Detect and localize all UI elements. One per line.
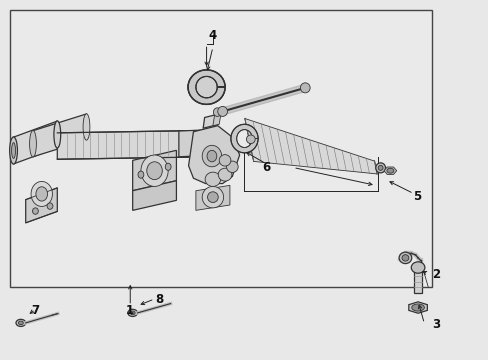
- Ellipse shape: [30, 131, 36, 157]
- Text: 6: 6: [262, 161, 270, 174]
- Polygon shape: [244, 118, 376, 174]
- Text: 8: 8: [155, 293, 163, 306]
- Ellipse shape: [146, 162, 162, 180]
- Text: 3: 3: [431, 318, 440, 331]
- Ellipse shape: [141, 155, 168, 186]
- Ellipse shape: [246, 135, 255, 144]
- Polygon shape: [413, 267, 422, 293]
- Polygon shape: [14, 121, 57, 164]
- Polygon shape: [132, 181, 176, 210]
- Text: 2: 2: [431, 268, 440, 281]
- Ellipse shape: [32, 208, 38, 214]
- Ellipse shape: [16, 319, 26, 327]
- Polygon shape: [383, 167, 396, 175]
- Ellipse shape: [127, 309, 137, 316]
- Ellipse shape: [196, 76, 217, 98]
- Ellipse shape: [202, 145, 221, 167]
- Polygon shape: [230, 124, 258, 153]
- Polygon shape: [188, 126, 239, 184]
- Polygon shape: [132, 150, 176, 191]
- Polygon shape: [188, 70, 224, 104]
- Ellipse shape: [36, 187, 47, 201]
- Ellipse shape: [206, 150, 216, 162]
- Ellipse shape: [19, 321, 23, 325]
- Ellipse shape: [300, 83, 309, 93]
- Ellipse shape: [377, 165, 382, 170]
- Ellipse shape: [401, 255, 408, 261]
- Ellipse shape: [10, 137, 18, 164]
- Text: 4: 4: [208, 29, 217, 42]
- Ellipse shape: [398, 252, 411, 264]
- Text: 1: 1: [126, 304, 134, 317]
- Ellipse shape: [218, 168, 231, 181]
- Ellipse shape: [204, 172, 220, 186]
- Ellipse shape: [411, 304, 424, 311]
- Polygon shape: [26, 188, 57, 223]
- Polygon shape: [212, 112, 221, 126]
- Ellipse shape: [12, 143, 16, 158]
- Ellipse shape: [130, 311, 135, 315]
- Ellipse shape: [54, 121, 61, 148]
- Ellipse shape: [165, 163, 171, 170]
- Ellipse shape: [386, 168, 393, 173]
- Ellipse shape: [47, 203, 53, 209]
- Ellipse shape: [375, 163, 385, 173]
- Polygon shape: [33, 114, 86, 157]
- Ellipse shape: [217, 107, 227, 116]
- Ellipse shape: [31, 181, 52, 206]
- Text: 7: 7: [31, 304, 40, 317]
- Ellipse shape: [219, 155, 230, 166]
- Ellipse shape: [202, 186, 223, 208]
- Ellipse shape: [207, 192, 218, 203]
- Ellipse shape: [410, 262, 424, 273]
- Ellipse shape: [138, 171, 143, 178]
- Polygon shape: [57, 131, 188, 159]
- Polygon shape: [408, 302, 427, 313]
- Polygon shape: [196, 185, 229, 210]
- Ellipse shape: [213, 108, 221, 116]
- Ellipse shape: [200, 130, 206, 156]
- Polygon shape: [203, 114, 219, 128]
- Polygon shape: [179, 130, 203, 157]
- Text: 5: 5: [412, 190, 420, 203]
- Ellipse shape: [83, 114, 90, 140]
- FancyBboxPatch shape: [10, 10, 431, 287]
- Ellipse shape: [226, 161, 238, 172]
